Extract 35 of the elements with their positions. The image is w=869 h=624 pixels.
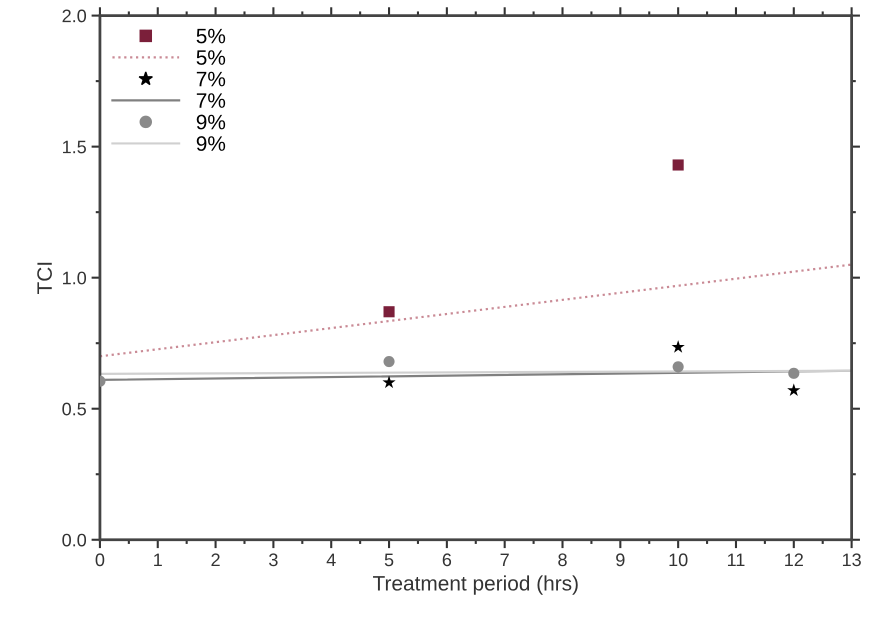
x-tick-label: 1 xyxy=(154,554,162,566)
x-tick-label: 6 xyxy=(442,553,452,566)
x-tick-label: 9 xyxy=(616,553,624,566)
point xyxy=(788,368,800,379)
point xyxy=(383,356,395,368)
x-tick-label: 3 xyxy=(269,553,278,566)
point xyxy=(672,340,685,353)
y-tick-label: 1.0 xyxy=(63,272,86,284)
legend-label: 5% xyxy=(196,50,226,65)
y-tick-label: 0.0 xyxy=(62,534,86,546)
x-tick-label: 2 xyxy=(211,553,220,566)
x-tick-label: 4 xyxy=(326,554,336,566)
y-tick-label: 0.5 xyxy=(62,402,86,416)
y-tick-label: 2.0 xyxy=(62,10,86,22)
legend-label: 9% xyxy=(196,136,226,151)
point xyxy=(787,383,800,396)
point xyxy=(672,159,684,171)
x-axis-title: Treatment period (hrs) xyxy=(373,575,578,595)
x-tick-label: 7 xyxy=(500,554,509,566)
x-tick-label: 10 xyxy=(669,553,688,566)
x-tick-label: 11 xyxy=(728,554,744,566)
y-tick-label: 1.5 xyxy=(63,140,86,154)
x-tick-label: 0 xyxy=(96,553,104,566)
x-tick-label: 8 xyxy=(558,553,567,566)
x-tick-label: 5 xyxy=(384,554,394,566)
legend-label: 5% xyxy=(196,28,226,44)
y-axis-title: TCI xyxy=(37,262,52,294)
point xyxy=(383,306,395,318)
x-tick-label: 13 xyxy=(842,553,861,566)
legend-label: 7% xyxy=(196,72,226,86)
x-tick-label: 12 xyxy=(785,553,803,566)
legend-label: 9% xyxy=(196,114,226,130)
point xyxy=(672,361,684,372)
point xyxy=(382,376,396,388)
legend-label: 7% xyxy=(196,93,226,108)
